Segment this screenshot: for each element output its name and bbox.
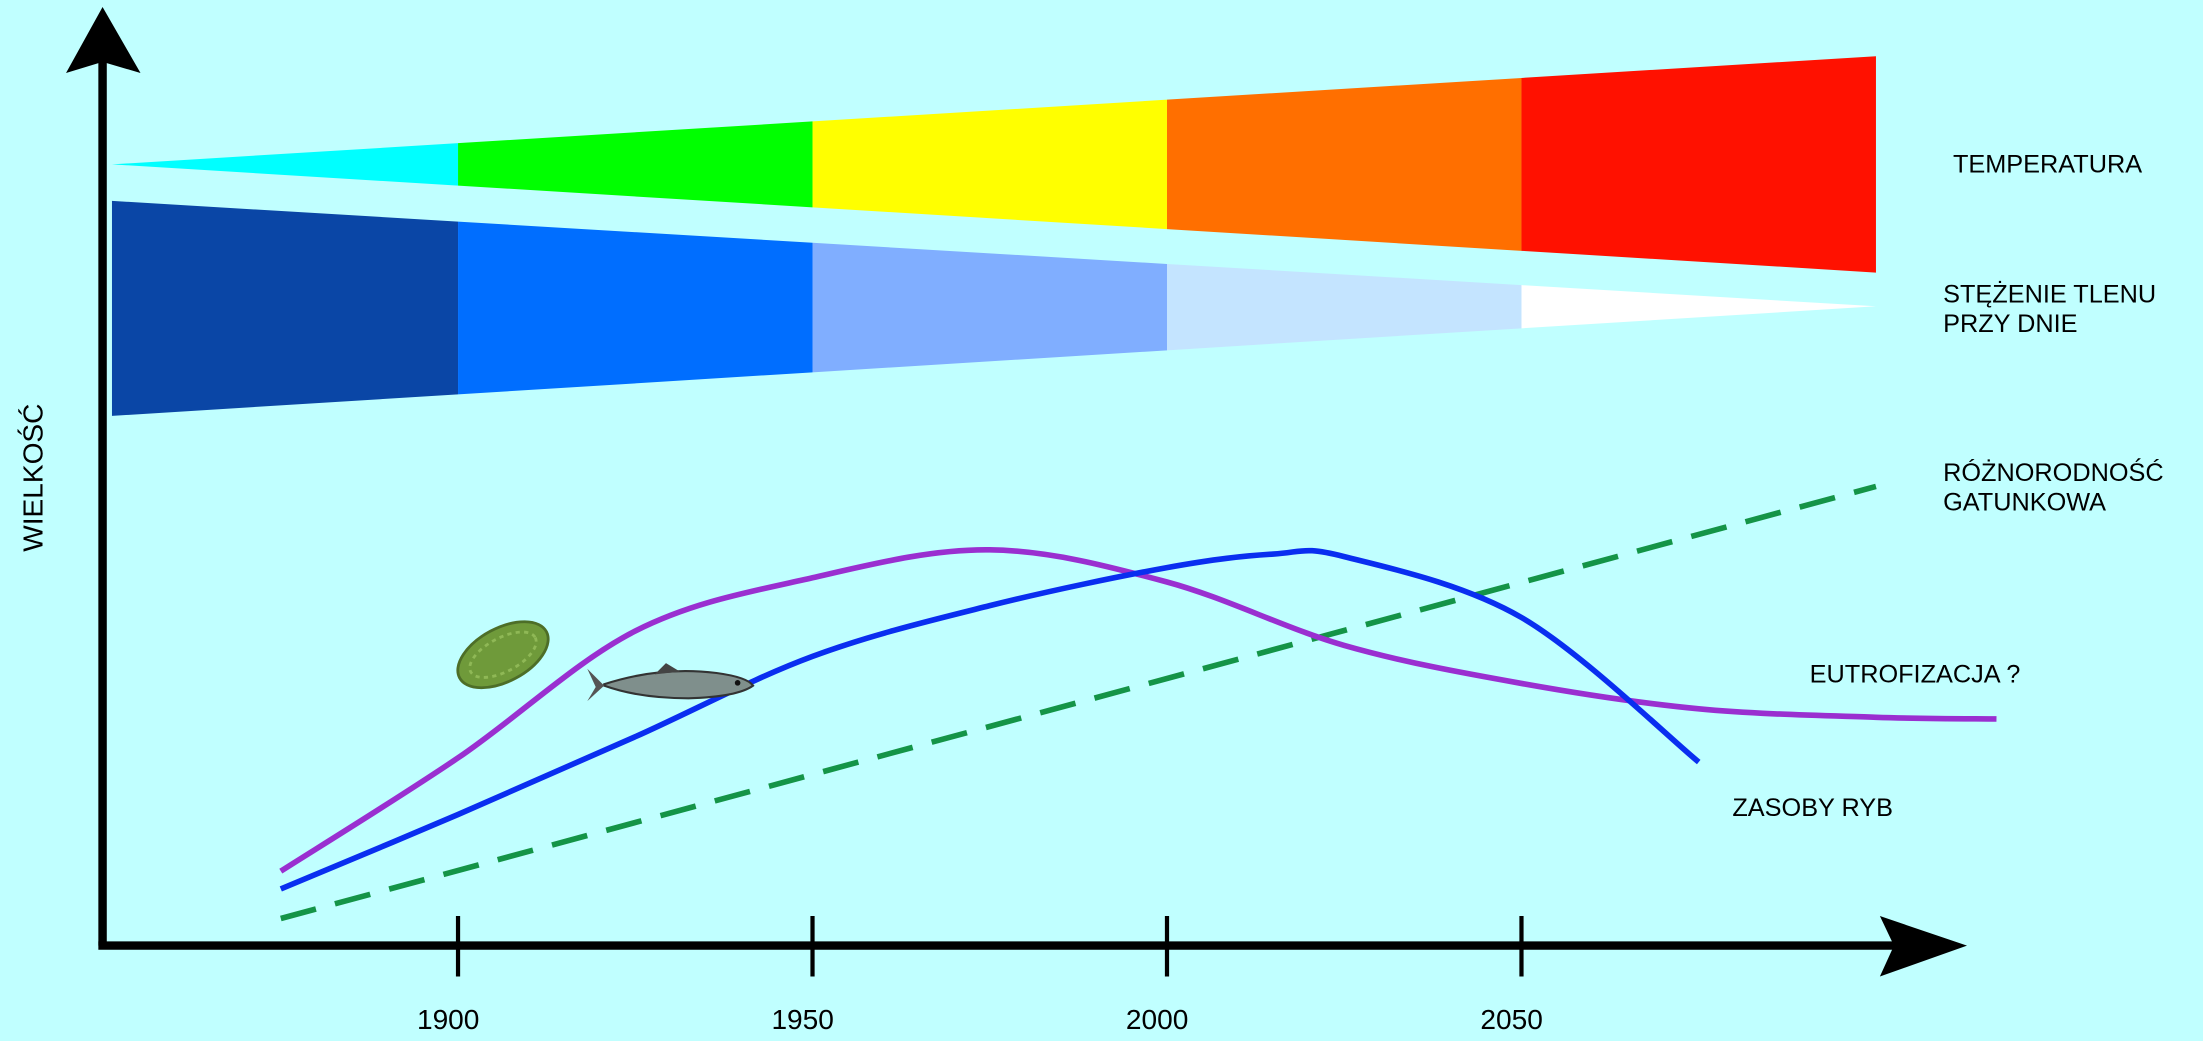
series-label: ZASOBY RYB xyxy=(1732,794,1893,822)
series-label: RÓŻNORODNOŚĆ xyxy=(1943,457,2164,487)
band-segment xyxy=(813,100,1167,229)
band-segment xyxy=(1521,285,1875,328)
band-segment xyxy=(1521,56,1875,272)
band-segment xyxy=(458,222,812,395)
x-tick-label: 1900 xyxy=(417,1004,479,1035)
chart-body: WIELKOŚĆ 1900 1950 2000 2050 TEMPERATURA STĘŻ… xyxy=(17,7,2164,1035)
bands xyxy=(112,56,1876,416)
band-segment xyxy=(1167,78,1521,251)
band-segment xyxy=(112,143,458,185)
series-label: GATUNKOWA xyxy=(1943,488,2106,516)
fish-icon xyxy=(587,663,753,701)
chart: WIELKOŚĆ 1900 1950 2000 2050 TEMPERATURA STĘŻ… xyxy=(0,0,2203,1041)
band-label: PRZY DNIE xyxy=(1943,310,2077,338)
series xyxy=(281,486,1997,918)
band-label: STĘŻENIE TLENU xyxy=(1943,279,2156,308)
series-label: EUTROFIZACJA ? xyxy=(1810,660,2021,688)
band-label: TEMPERATURA xyxy=(1953,150,2142,178)
band-segment xyxy=(112,201,458,416)
y-axis-label: WIELKOŚĆ xyxy=(17,404,49,552)
band-segment xyxy=(1167,264,1521,350)
x-tick-label: 2000 xyxy=(1126,1004,1188,1035)
x-tick-label: 1950 xyxy=(771,1004,833,1035)
band-segment xyxy=(458,121,812,207)
x-tick-label: 2050 xyxy=(1480,1004,1542,1035)
series-line xyxy=(281,551,1699,889)
series-line xyxy=(281,550,1997,871)
band-segment xyxy=(813,243,1167,373)
diatom-icon xyxy=(447,608,559,701)
